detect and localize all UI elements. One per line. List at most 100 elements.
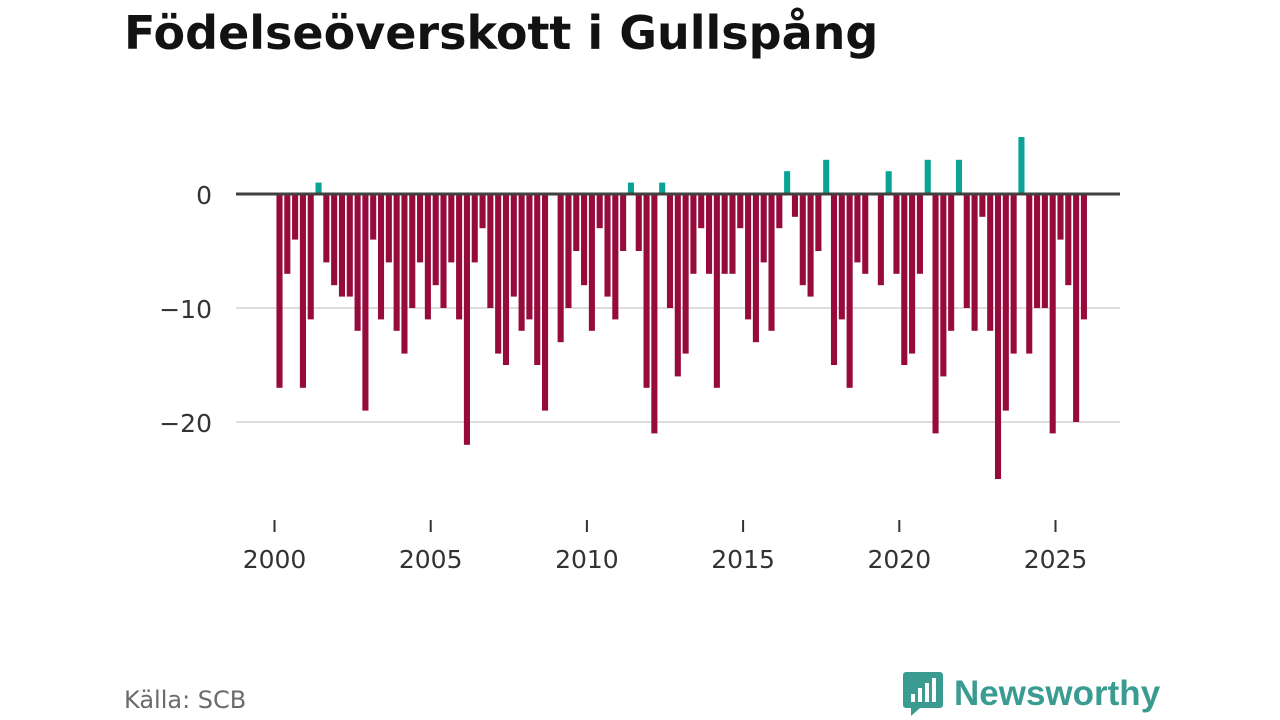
- bar: [955, 159, 963, 194]
- bar: [385, 194, 392, 263]
- bar: [698, 194, 705, 229]
- bar: [901, 194, 908, 365]
- bar: [284, 194, 291, 274]
- bar: [588, 194, 595, 331]
- bar: [338, 194, 346, 297]
- x-tick-label: 2015: [711, 545, 775, 574]
- bar: [815, 194, 822, 251]
- y-tick-label: −10: [159, 295, 212, 324]
- bar: [299, 194, 306, 388]
- bar: [424, 194, 431, 320]
- bar: [994, 194, 1002, 479]
- bar: [393, 194, 400, 331]
- bar: [1010, 194, 1017, 354]
- bar: [1057, 194, 1064, 240]
- y-tick-label: 0: [196, 181, 212, 210]
- bar: [643, 194, 650, 388]
- bar: [463, 194, 470, 445]
- bar: [760, 194, 767, 263]
- bar: [987, 194, 994, 331]
- bar-chart-speech-bubble-icon: [903, 672, 943, 716]
- bar: [713, 194, 720, 388]
- bar: [620, 194, 627, 251]
- bar: [924, 159, 931, 194]
- bar: [502, 194, 510, 365]
- bar: [534, 194, 541, 365]
- bar: [354, 194, 361, 331]
- bar: [557, 194, 564, 343]
- bar: [1080, 194, 1087, 320]
- bar: [846, 194, 853, 388]
- bar: [940, 194, 947, 377]
- bar: [862, 194, 869, 274]
- bar: [729, 194, 736, 274]
- bar: [948, 194, 955, 331]
- bar: [471, 194, 478, 263]
- bar: [963, 194, 970, 308]
- bar: [635, 194, 642, 251]
- bar: [292, 194, 299, 240]
- bar: [440, 194, 447, 308]
- x-tick-label: 2020: [867, 545, 931, 574]
- bar: [979, 194, 986, 217]
- bar: [331, 194, 338, 286]
- bar: [581, 194, 588, 286]
- bar: [830, 194, 838, 365]
- bar: [659, 182, 666, 194]
- bar: [377, 194, 385, 320]
- source-note: Källa: SCB: [124, 686, 247, 714]
- bar: [823, 159, 830, 194]
- bar: [323, 194, 330, 263]
- bar: [651, 194, 658, 434]
- x-tick-label: 2010: [555, 545, 619, 574]
- bar: [401, 194, 408, 354]
- bar: [448, 194, 455, 263]
- bar: [745, 194, 752, 320]
- bar: [674, 194, 681, 377]
- bar: [799, 194, 806, 286]
- bar: [737, 194, 744, 229]
- bar: [456, 194, 463, 320]
- bar: [510, 194, 517, 297]
- bar: [1073, 194, 1080, 422]
- bar: [909, 194, 916, 354]
- bar: [362, 194, 369, 411]
- bar: [346, 194, 353, 297]
- bar: [807, 194, 814, 297]
- bar: [526, 194, 533, 320]
- bar: [518, 194, 525, 331]
- bar: [479, 194, 486, 229]
- bar: [1034, 194, 1041, 308]
- bar: [1049, 194, 1056, 434]
- bar: [1018, 137, 1025, 194]
- bar: [612, 194, 619, 320]
- bar: [784, 171, 791, 194]
- bar: [1041, 194, 1048, 308]
- bar: [1065, 194, 1072, 286]
- bar: [706, 194, 713, 274]
- axes: 0 −10 −20 2000 2005 2010 2015 2020 2025: [159, 181, 1120, 574]
- bar: [1002, 194, 1009, 411]
- brand-logo: Newsworthy: [902, 670, 1160, 718]
- x-tick-label: 2000: [243, 545, 307, 574]
- y-tick-label: −20: [159, 409, 212, 438]
- bar: [752, 194, 759, 343]
- bar: [838, 194, 845, 320]
- bar: [432, 194, 439, 286]
- bar: [932, 194, 939, 434]
- bar: [604, 194, 611, 297]
- bar: [666, 194, 674, 308]
- bar: [417, 194, 424, 263]
- bar: [409, 194, 416, 308]
- chart-title: Födelseöverskott i Gullspång: [124, 6, 879, 60]
- bar: [495, 194, 502, 354]
- bar: [893, 194, 900, 274]
- bar: [768, 194, 775, 331]
- bars: [276, 137, 1087, 479]
- bar: [573, 194, 580, 251]
- bar: [1026, 194, 1033, 354]
- bar: [916, 194, 923, 274]
- bar: [487, 194, 494, 308]
- bar: [885, 171, 892, 194]
- x-tick-label: 2005: [399, 545, 463, 574]
